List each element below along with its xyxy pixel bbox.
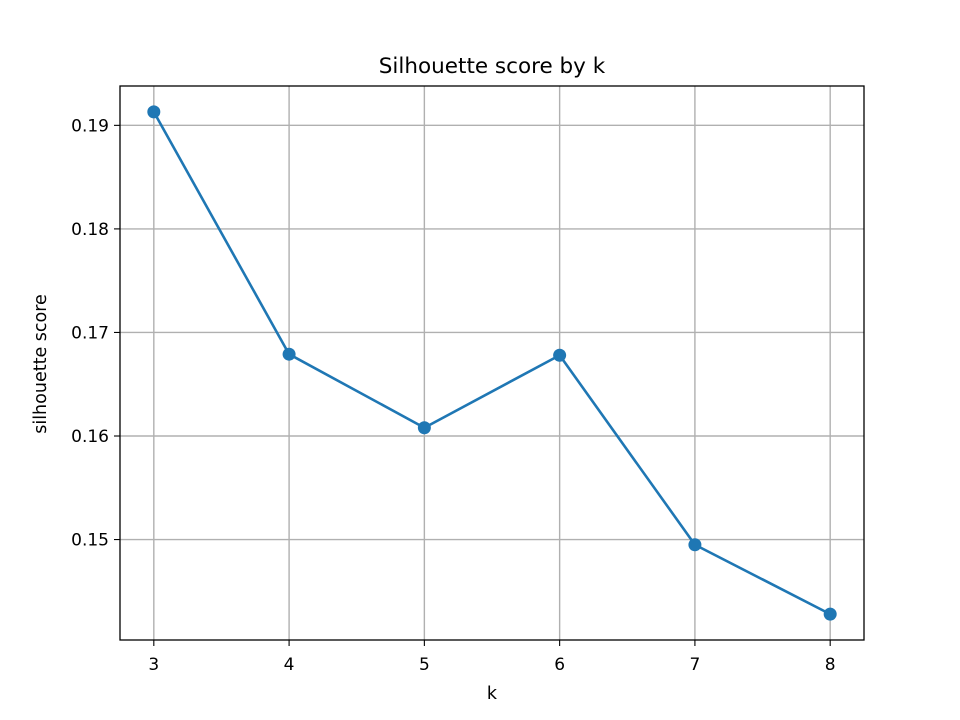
y-axis-label: silhouette score <box>31 294 51 434</box>
axis-ticks: 3 4 5 6 7 8 0.15 0.16 0.17 0.18 0.19 <box>71 116 835 675</box>
chart-title: Silhouette score by k <box>379 54 606 79</box>
y-tick-label: 0.17 <box>71 323 109 343</box>
data-point <box>417 421 431 435</box>
series <box>147 105 837 621</box>
x-tick-label: 8 <box>825 655 836 675</box>
x-tick-label: 6 <box>554 655 565 675</box>
x-tick-label: 3 <box>148 655 159 675</box>
y-tick-label: 0.18 <box>71 220 109 240</box>
x-tick-label: 5 <box>419 655 430 675</box>
data-point <box>147 105 161 119</box>
data-point <box>282 347 296 361</box>
data-point <box>688 538 702 552</box>
x-tick-label: 4 <box>284 655 295 675</box>
data-point <box>553 348 567 362</box>
y-tick-label: 0.19 <box>71 116 109 136</box>
data-point <box>823 607 837 621</box>
y-tick-label: 0.16 <box>71 427 109 447</box>
x-tick-label: 7 <box>689 655 700 675</box>
y-tick-label: 0.15 <box>71 531 109 551</box>
axes-frame <box>119 85 865 641</box>
series-line <box>152 110 832 616</box>
x-axis-label: k <box>487 684 498 704</box>
grid <box>120 86 864 640</box>
